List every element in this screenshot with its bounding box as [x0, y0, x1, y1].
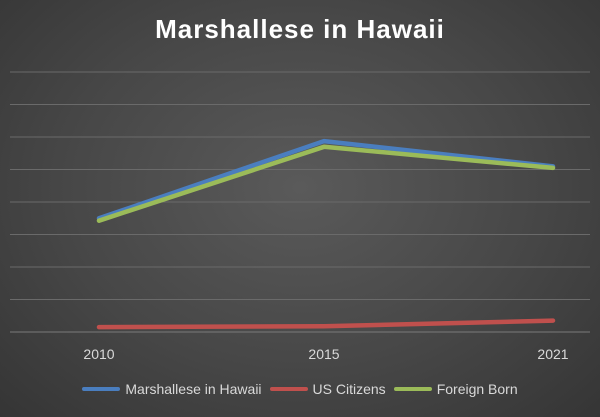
- x-axis-tick-labels: 2010 2015 2021: [83, 346, 568, 362]
- legend-label: Marshallese in Hawaii: [125, 381, 262, 397]
- gridlines: [10, 71, 590, 333]
- legend-label: Foreign Born: [436, 381, 518, 397]
- legend-swatch: [393, 387, 432, 391]
- x-tick-label: 2021: [537, 346, 568, 362]
- legend-item: Marshallese in Hawaii: [82, 381, 262, 397]
- legend-swatch: [82, 387, 121, 391]
- series-line-3: [96, 144, 556, 223]
- legend-label: US Citizens: [312, 381, 386, 397]
- chart-title: Marshallese in Hawaii: [155, 14, 445, 44]
- series-lines: [96, 138, 556, 330]
- legend-item: Foreign Born: [393, 381, 518, 397]
- legend: Marshallese in Hawaii US Citizens Foreign …: [0, 375, 600, 403]
- x-tick-label: 2015: [308, 346, 339, 362]
- legend-item: US Citizens: [269, 381, 386, 397]
- legend-swatch: [269, 387, 308, 391]
- series-line-2: [96, 318, 556, 330]
- series-line-1: [96, 138, 556, 221]
- x-tick-label: 2010: [83, 346, 114, 362]
